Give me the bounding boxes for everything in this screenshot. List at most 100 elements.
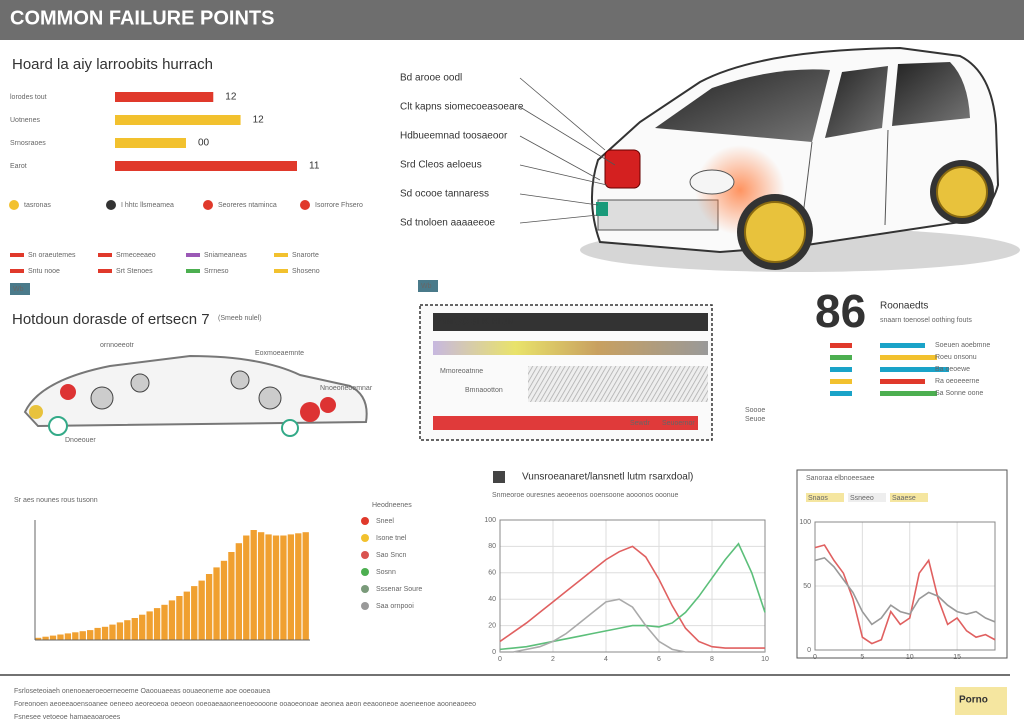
side-label: Seuoe	[745, 416, 765, 423]
panel-foot-left: Sewdr	[630, 420, 651, 427]
legend-dash	[10, 269, 24, 273]
callout-label: Bd arooe oodl	[400, 73, 462, 84]
bar-note: 11	[309, 161, 320, 172]
headlight-fault	[604, 149, 641, 189]
panel-header-bar	[433, 313, 708, 331]
header-bar	[0, 0, 1024, 40]
part	[281, 419, 299, 437]
bar	[243, 535, 250, 640]
y-tick-label: 0	[807, 647, 811, 654]
part	[29, 405, 43, 419]
legend-marker	[361, 534, 369, 542]
bar	[79, 631, 86, 640]
bar	[235, 543, 242, 640]
legend-marker	[361, 551, 369, 559]
badge: Wb	[13, 286, 24, 293]
x-tick-label: 10	[761, 656, 769, 663]
icon-label: Seoreres ntaminca	[218, 202, 277, 209]
chart-subtitle: Snmeoroe ouresnes aeoeenos ooensoone aoo…	[492, 492, 679, 499]
y-tick-label: 60	[488, 570, 496, 577]
chart-title: Vunsroeanaret/lansnetl lutm rsarxdoal)	[522, 472, 693, 483]
page-title: COMMON FAILURE POINTS	[10, 7, 274, 29]
bar	[295, 533, 302, 640]
bar	[101, 626, 109, 640]
legend-label: Sao Sncn	[376, 552, 406, 559]
legend-dash	[98, 269, 112, 273]
tag: Ssneeo	[850, 495, 874, 502]
callout-line	[519, 77, 606, 151]
part	[230, 370, 250, 390]
icon-label: I hhtc llsmeamea	[121, 202, 174, 209]
footer-line: Fsrloseteoiaeh onenoeaeroeoerneoeme Oaoo…	[14, 688, 270, 695]
legend-label: Saa ornpooi	[376, 603, 414, 610]
tag-bg	[848, 493, 886, 502]
line-series	[499, 545, 765, 649]
stat-swatch	[830, 343, 852, 348]
x-tick-label: 15	[953, 654, 961, 661]
red-bar	[433, 416, 698, 430]
bar-label: Uotnenes	[10, 117, 40, 124]
chart-icon	[493, 471, 505, 483]
bar	[302, 532, 309, 640]
footer-badge: Porno	[959, 695, 988, 706]
stat-swatch	[880, 379, 925, 384]
x-tick-label: 6	[657, 656, 661, 663]
car-illustration	[580, 46, 1020, 272]
legend-marker	[361, 568, 369, 576]
bar	[57, 634, 64, 640]
y-tick-label: 20	[488, 622, 496, 629]
bar	[176, 596, 183, 640]
stat-swatch	[830, 355, 852, 360]
bar	[115, 138, 186, 148]
section-title: Hotdoun dorasde of ertsecn 7	[12, 311, 210, 328]
bar	[35, 637, 42, 640]
y-tick-label: 100	[484, 517, 496, 524]
part-label: Nnoeoneoemnar	[320, 385, 373, 392]
stat-swatch	[830, 367, 852, 372]
line-series	[499, 542, 766, 651]
stat-swatch	[880, 367, 949, 372]
panel-row-label: Mmoreoatnne	[440, 368, 483, 375]
bar	[116, 622, 124, 640]
legend-label: Sssenar Soure	[376, 586, 422, 593]
legend-label: Sosnn	[376, 569, 396, 576]
wheel	[936, 166, 988, 218]
panel-header: AMOOBI K HIJN	[438, 317, 515, 328]
bar	[265, 534, 272, 640]
bar	[228, 552, 235, 640]
x-tick-label: 10	[906, 654, 914, 661]
bar	[191, 586, 198, 640]
legend-marker	[361, 602, 369, 610]
legend-label: Sntu nooe	[28, 268, 60, 275]
callout-line	[519, 135, 601, 181]
bar	[183, 591, 190, 640]
door-line	[884, 129, 889, 226]
bar	[146, 611, 153, 640]
bar	[213, 567, 220, 640]
footer-line: Foreonoen aeoeeaoensoanee oeneeo aeoreoe…	[14, 701, 476, 708]
legend-label: Snarorte	[292, 252, 319, 259]
legend-title: Heodneenes	[372, 502, 412, 509]
bar	[94, 627, 101, 640]
icon	[106, 200, 116, 210]
stat-swatch	[830, 379, 852, 384]
wheel	[744, 201, 806, 263]
callout-label: Srd Cleos aeloeus	[400, 160, 482, 171]
icon-label: Isorrore Fhsero	[315, 202, 363, 209]
chart-frame	[796, 469, 1008, 659]
x-tick-label: 0	[813, 654, 817, 661]
bar	[115, 115, 241, 125]
legend-label: Sniameaneas	[204, 252, 247, 259]
icon	[203, 200, 213, 210]
bar	[87, 630, 94, 640]
bar	[257, 532, 265, 640]
panel-sub-label: Bmnaootton	[465, 387, 503, 394]
legend-label: Sneel	[376, 518, 394, 525]
section-subtitle: (Smeeb nulel)	[218, 315, 262, 322]
sensor	[596, 202, 608, 216]
stat-line: Roonaedts	[880, 301, 928, 312]
icon-label: tasronas	[24, 202, 51, 209]
bar	[153, 608, 161, 640]
chart-title: Sanoraa elbnoeesaee	[806, 475, 875, 482]
icon	[300, 200, 310, 210]
